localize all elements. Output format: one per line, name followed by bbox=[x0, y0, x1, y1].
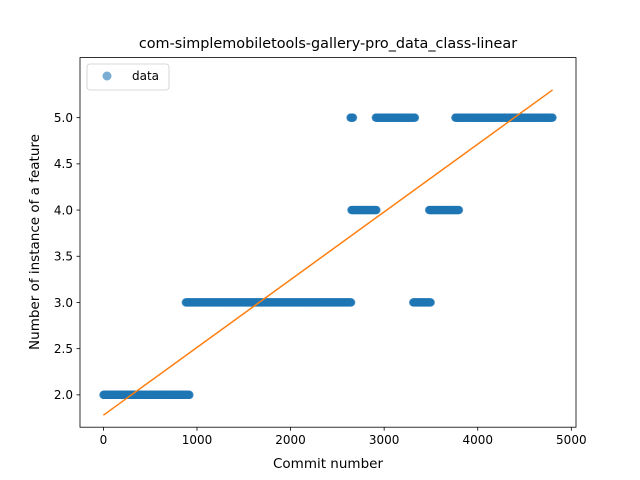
data-points bbox=[99, 113, 557, 400]
y-tick-label: 4.0 bbox=[54, 203, 73, 217]
fit-line-group bbox=[102, 89, 554, 416]
legend-label-data: data bbox=[132, 69, 159, 83]
fit-line bbox=[102, 89, 554, 416]
data-point bbox=[185, 390, 194, 400]
data-point bbox=[548, 113, 557, 122]
legend: data bbox=[86, 63, 170, 91]
data-point bbox=[426, 298, 435, 307]
legend-box bbox=[86, 63, 170, 91]
y-tick-label: 2.5 bbox=[54, 342, 73, 356]
x-tick-label: 4000 bbox=[462, 433, 493, 447]
x-tick-label: 2000 bbox=[275, 433, 306, 447]
x-tick-label: 1000 bbox=[182, 433, 213, 447]
x-tick-label: 0 bbox=[100, 433, 108, 447]
y-axis-label: Number of instance of a feature bbox=[27, 134, 43, 350]
plot-frame bbox=[79, 57, 577, 428]
data-point bbox=[347, 298, 356, 307]
y-tick-label: 4.5 bbox=[54, 157, 73, 171]
y-tick-label: 3.0 bbox=[54, 296, 73, 310]
y-tick-label: 3.5 bbox=[54, 250, 73, 264]
x-axis-label: Commit number bbox=[273, 456, 383, 472]
y-axis-ticks: 2.0 2.5 3.0 3.5 4.0 4.5 5.0 bbox=[54, 111, 80, 402]
y-tick-label: 2.0 bbox=[54, 388, 73, 402]
data-point bbox=[348, 113, 358, 122]
x-tick-label: 3000 bbox=[369, 433, 400, 447]
x-tick-label: 5000 bbox=[556, 433, 587, 447]
legend-marker-data bbox=[102, 71, 112, 81]
y-tick-label: 5.0 bbox=[54, 111, 73, 125]
data-point bbox=[372, 205, 381, 215]
x-axis-ticks: 0 1000 2000 3000 4000 5000 bbox=[100, 427, 587, 447]
chart-title: com-simplemobiletools-gallery-pro_data_c… bbox=[139, 36, 517, 52]
data-point bbox=[410, 113, 420, 122]
data-point bbox=[454, 205, 464, 215]
